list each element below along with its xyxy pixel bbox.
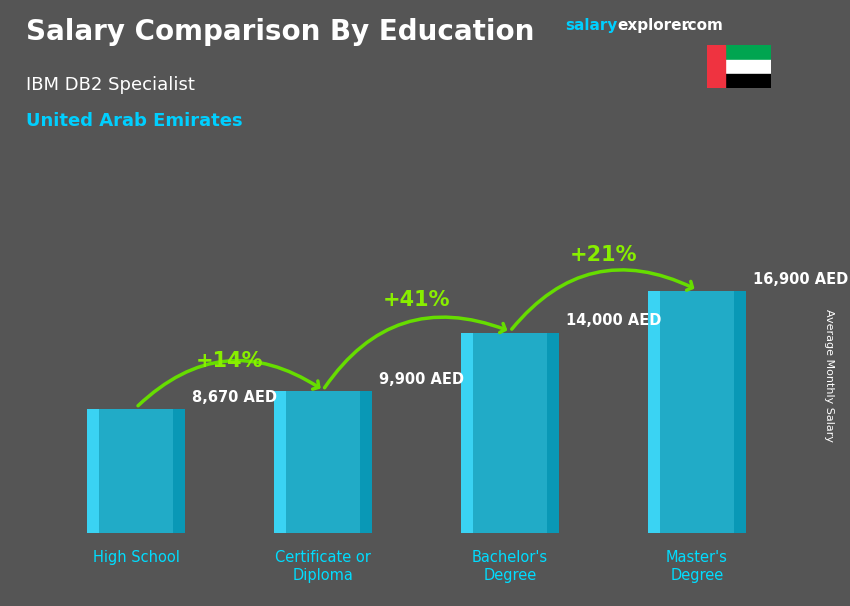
Bar xyxy=(707,59,771,74)
FancyBboxPatch shape xyxy=(462,333,473,533)
Text: Average Monthly Salary: Average Monthly Salary xyxy=(824,309,834,442)
Text: Master's
Degree: Master's Degree xyxy=(666,550,728,583)
FancyBboxPatch shape xyxy=(547,333,558,533)
Text: 8,670 AED: 8,670 AED xyxy=(192,390,277,405)
Text: +14%: +14% xyxy=(196,351,264,371)
FancyBboxPatch shape xyxy=(88,409,99,533)
FancyBboxPatch shape xyxy=(360,391,371,533)
Text: High School: High School xyxy=(93,550,179,565)
Text: explorer: explorer xyxy=(617,18,689,33)
Text: 16,900 AED: 16,900 AED xyxy=(753,272,848,287)
Bar xyxy=(707,74,771,88)
Text: salary: salary xyxy=(565,18,618,33)
Text: .com: .com xyxy=(683,18,723,33)
Text: 9,900 AED: 9,900 AED xyxy=(379,372,464,387)
FancyBboxPatch shape xyxy=(173,409,184,533)
Bar xyxy=(707,45,771,59)
FancyBboxPatch shape xyxy=(88,409,184,533)
FancyBboxPatch shape xyxy=(649,291,745,533)
FancyBboxPatch shape xyxy=(649,291,660,533)
Text: Salary Comparison By Education: Salary Comparison By Education xyxy=(26,18,534,46)
FancyBboxPatch shape xyxy=(275,391,286,533)
FancyBboxPatch shape xyxy=(462,333,558,533)
Text: United Arab Emirates: United Arab Emirates xyxy=(26,112,242,130)
Bar xyxy=(707,45,725,88)
Text: 14,000 AED: 14,000 AED xyxy=(566,313,661,328)
FancyBboxPatch shape xyxy=(275,391,371,533)
Text: +21%: +21% xyxy=(570,245,638,265)
Text: Certificate or
Diploma: Certificate or Diploma xyxy=(275,550,371,583)
Text: +41%: +41% xyxy=(382,290,450,310)
FancyBboxPatch shape xyxy=(734,291,745,533)
Text: IBM DB2 Specialist: IBM DB2 Specialist xyxy=(26,76,195,94)
Text: Bachelor's
Degree: Bachelor's Degree xyxy=(472,550,548,583)
